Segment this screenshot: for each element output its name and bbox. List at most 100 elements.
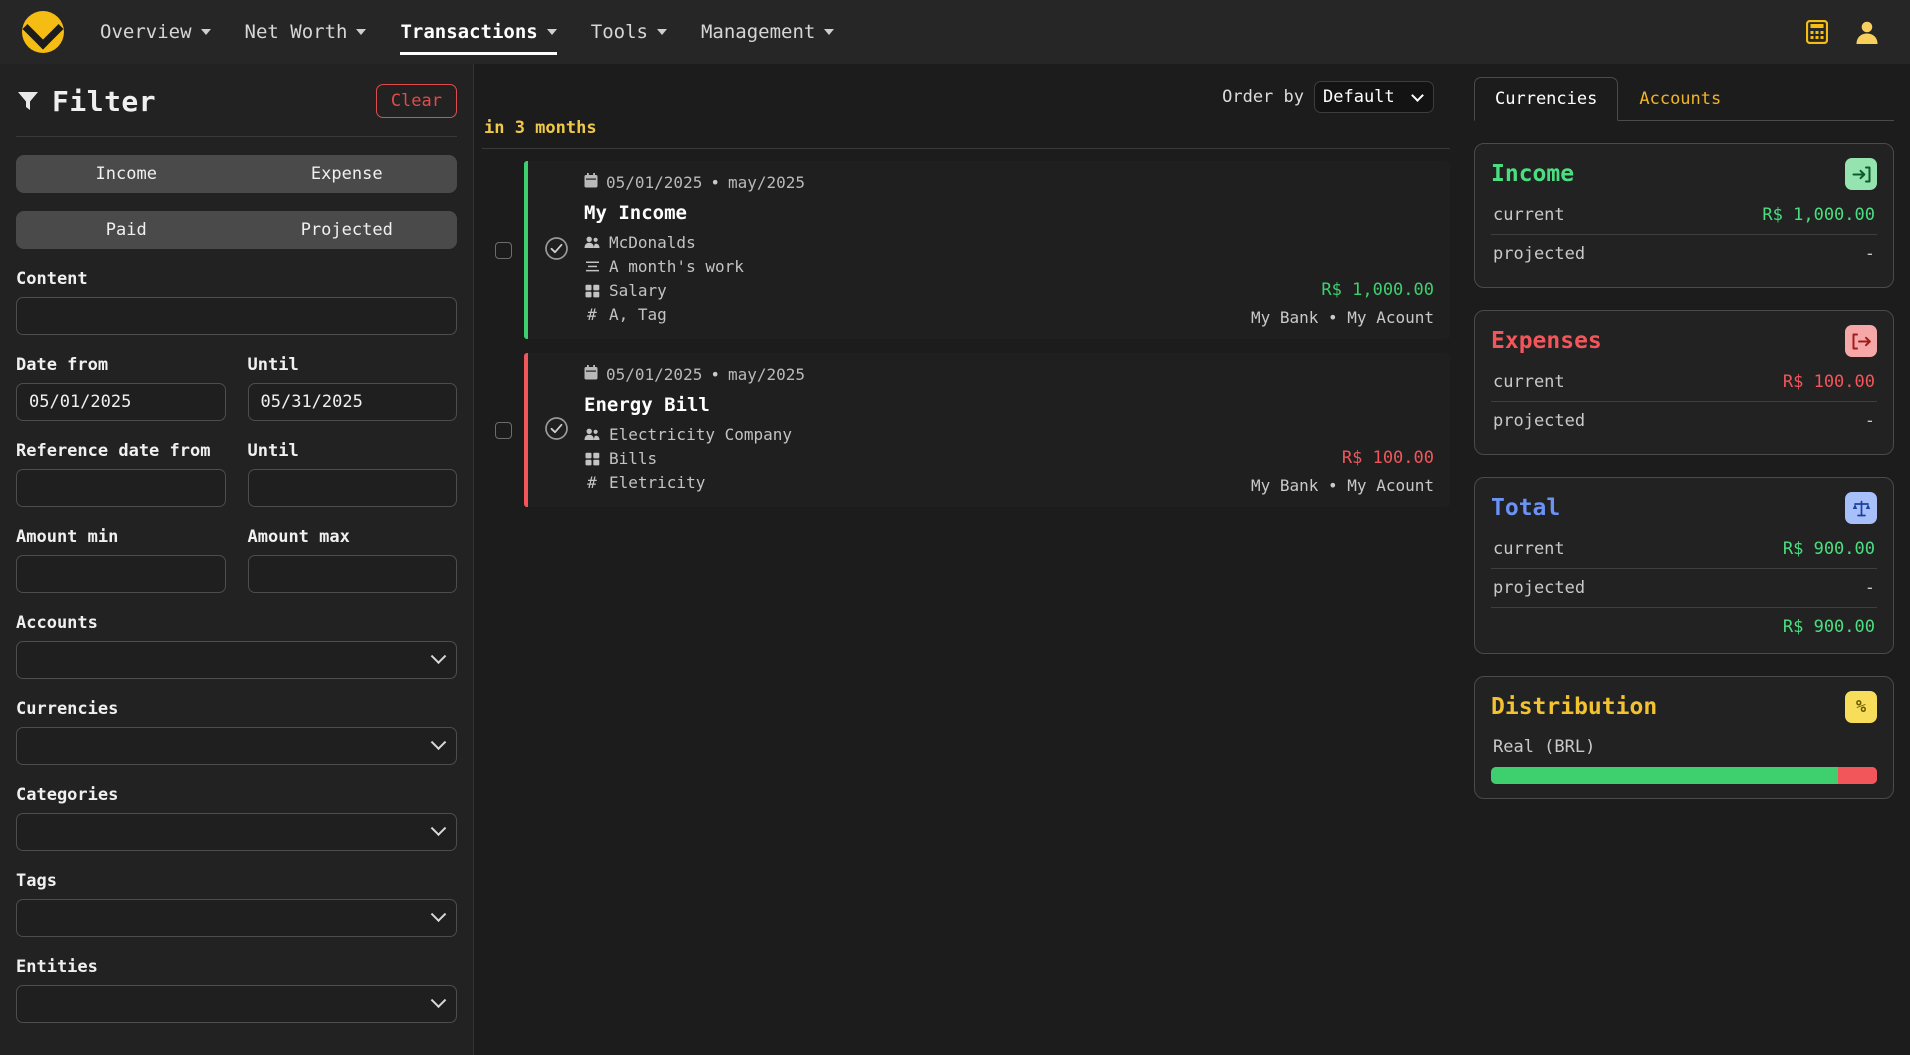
transaction-row[interactable]: 05/01/2025 • may/2025 Energy Bill	[482, 353, 1450, 507]
order-by-select[interactable]: Default	[1314, 81, 1434, 113]
ref-date-until-input[interactable]	[247, 469, 457, 507]
status-toggle-group: Paid Projected	[16, 211, 457, 249]
check-circle-icon[interactable]	[544, 416, 569, 445]
field-reference-date-range: Reference date from Until	[16, 441, 457, 507]
transaction-bank: My Bank	[1250, 476, 1319, 495]
percent-glyph: %	[1855, 697, 1867, 717]
chevron-down-icon	[430, 991, 447, 1008]
nav-item-management[interactable]: Management	[687, 13, 848, 51]
transaction-dateline: 05/01/2025 • may/2025	[584, 365, 1235, 384]
chevron-down-icon	[430, 647, 447, 664]
dateline-separator: •	[710, 173, 720, 192]
distribution-bar	[1491, 767, 1877, 784]
transaction-entity: McDonalds	[609, 233, 696, 252]
transaction-date: 05/01/2025	[606, 173, 703, 192]
transaction-tags: Eletricity	[609, 473, 706, 492]
field-amount-range: Amount min Amount max	[16, 527, 457, 593]
transaction-details: 05/01/2025 • may/2025 Energy Bill	[584, 365, 1235, 497]
chevron-down-icon	[656, 29, 667, 35]
income-card-title: Income	[1491, 161, 1575, 187]
nav-item-tools[interactable]: Tools	[577, 13, 681, 51]
people-icon	[584, 428, 600, 441]
total-card-title: Total	[1491, 495, 1561, 521]
entities-label: Entities	[16, 957, 98, 977]
order-by-label: Order by	[1222, 87, 1304, 107]
expenses-projected-row: projected -	[1491, 401, 1877, 440]
transaction-account: My Bank • My Acount	[1251, 476, 1434, 495]
field-ref-date-from: Reference date from	[16, 441, 226, 507]
field-content: Content	[16, 269, 457, 335]
currencies-select[interactable]	[16, 727, 457, 765]
check-circle-icon[interactable]	[544, 236, 569, 265]
income-current-label: current	[1493, 205, 1565, 225]
transaction-list: 05/01/2025 • may/2025 My Income	[474, 149, 1458, 521]
clear-filter-button[interactable]: Clear	[375, 84, 457, 118]
transaction-entity: Electricity Company	[609, 425, 793, 444]
transaction-details: 05/01/2025 • may/2025 My Income	[584, 173, 1235, 329]
period-divider	[482, 148, 1450, 149]
tags-select[interactable]	[16, 899, 457, 937]
date-from-input[interactable]	[16, 383, 226, 421]
field-tags: Tags	[16, 871, 457, 937]
date-until-input[interactable]	[247, 383, 457, 421]
transaction-card-income[interactable]: 05/01/2025 • may/2025 My Income	[524, 161, 1450, 339]
order-by-bar: Order by Default	[474, 64, 1458, 113]
nav-item-label: Net Worth	[244, 21, 348, 43]
scales-balance-icon[interactable]	[1845, 492, 1877, 524]
row-status-column	[528, 353, 584, 507]
transaction-sub-account: My Acount	[1347, 476, 1434, 495]
app-logo[interactable]	[22, 11, 64, 53]
amount-max-input[interactable]	[247, 555, 457, 593]
nav-item-label: Management	[700, 21, 816, 43]
field-categories: Categories	[16, 785, 457, 851]
summary-panel: Currencies Accounts Income current R$ 1,…	[1458, 64, 1910, 1055]
income-current-value: R$ 1,000.00	[1762, 205, 1875, 225]
transaction-row[interactable]: 05/01/2025 • may/2025 My Income	[482, 161, 1450, 339]
toggle-projected-button[interactable]: Projected	[237, 211, 458, 249]
entities-select[interactable]	[16, 985, 457, 1023]
row-checkbox[interactable]	[494, 421, 512, 439]
nav-item-overview[interactable]: Overview	[86, 13, 225, 51]
transaction-card-expense[interactable]: 05/01/2025 • may/2025 Energy Bill	[524, 353, 1450, 507]
total-current-value: R$ 900.00	[1782, 539, 1875, 559]
field-date-from: Date from	[16, 355, 226, 421]
transaction-entity-row: Electricity Company	[584, 425, 1235, 444]
arrow-into-bracket-icon[interactable]	[1845, 158, 1877, 190]
tab-accounts[interactable]: Accounts	[1639, 89, 1722, 109]
accounts-label: Accounts	[16, 613, 98, 633]
toggle-paid-button[interactable]: Paid	[16, 211, 237, 249]
expenses-card: Expenses current R$ 100.00 projected -	[1474, 310, 1894, 455]
total-card-header: Total	[1491, 492, 1877, 524]
income-projected-row: projected -	[1491, 234, 1877, 273]
amount-min-input[interactable]	[16, 555, 226, 593]
nav-item-net-worth[interactable]: Net Worth	[231, 13, 381, 51]
transaction-description-row: A month's work	[584, 257, 1235, 276]
transaction-description: A month's work	[609, 257, 744, 276]
distribution-expense-segment	[1838, 767, 1877, 784]
arrow-out-of-bracket-icon[interactable]	[1845, 325, 1877, 357]
nav-item-transactions[interactable]: Transactions	[386, 13, 570, 55]
chevron-down-icon	[430, 733, 447, 750]
categories-select[interactable]	[16, 813, 457, 851]
expenses-projected-value: -	[1864, 411, 1875, 431]
total-projected-value: -	[1864, 578, 1875, 598]
row-checkbox[interactable]	[494, 241, 512, 259]
calculator-icon[interactable]	[1806, 20, 1828, 44]
toggle-expense-button[interactable]: Expense	[237, 155, 458, 193]
income-current-row: current R$ 1,000.00	[1491, 196, 1877, 234]
ref-date-from-input[interactable]	[16, 469, 226, 507]
accounts-select[interactable]	[16, 641, 457, 679]
percent-icon[interactable]: %	[1845, 691, 1877, 723]
income-projected-label: projected	[1493, 244, 1586, 264]
content-input[interactable]	[16, 297, 457, 335]
transaction-amount: R$ 1,000.00	[1321, 280, 1434, 300]
toggle-income-button[interactable]: Income	[16, 155, 237, 193]
date-from-label: Date from	[16, 355, 109, 375]
transaction-tags: A, Tag	[609, 305, 667, 324]
period-heading: in 3 months	[484, 118, 597, 138]
ref-date-from-label: Reference date from	[16, 441, 211, 461]
tab-currencies[interactable]: Currencies	[1474, 77, 1619, 121]
lines-icon	[584, 260, 600, 273]
user-avatar-icon[interactable]	[1854, 19, 1880, 45]
transaction-title: My Income	[584, 202, 687, 224]
